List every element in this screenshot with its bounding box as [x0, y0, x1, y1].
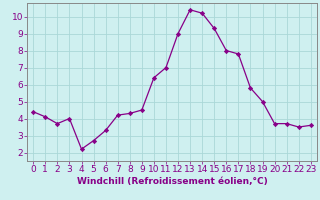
X-axis label: Windchill (Refroidissement éolien,°C): Windchill (Refroidissement éolien,°C) — [76, 177, 268, 186]
